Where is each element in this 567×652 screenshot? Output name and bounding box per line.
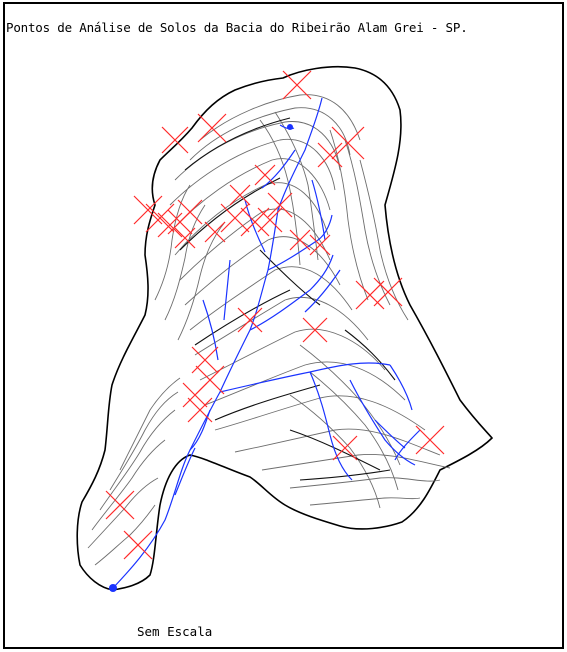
sample-point-marker — [229, 184, 251, 206]
sample-point-marker — [240, 207, 270, 237]
sample-points — [105, 70, 445, 560]
sample-point-marker — [161, 126, 189, 154]
sample-point-marker — [182, 382, 208, 408]
sample-point-marker — [267, 192, 293, 218]
sample-point-marker — [302, 317, 328, 343]
sample-point-marker — [289, 229, 311, 251]
sample-point-marker — [157, 212, 183, 238]
outlet-marker — [109, 584, 117, 592]
sample-point-marker — [415, 425, 445, 455]
sample-point-marker — [174, 227, 196, 249]
sample-point-marker — [133, 195, 163, 225]
headwater-marker — [287, 124, 293, 130]
sample-point-marker — [197, 113, 227, 143]
sample-point-marker — [373, 277, 403, 307]
sample-point-marker — [309, 234, 331, 256]
map-title: Pontos de Análise de Solos da Bacia do R… — [6, 20, 468, 35]
sample-point-marker — [177, 199, 203, 225]
sample-point-marker — [282, 70, 312, 100]
scale-note: Sem Escala — [137, 624, 213, 639]
sample-point-marker — [254, 164, 276, 186]
sample-point-marker — [355, 280, 385, 310]
basin-boundary — [76, 65, 494, 591]
sample-point-marker — [332, 435, 358, 461]
sample-point-marker — [145, 203, 175, 233]
sample-point-marker — [257, 207, 283, 233]
sample-point-marker — [317, 142, 343, 168]
index-contours — [179, 117, 396, 481]
sample-point-marker — [237, 307, 263, 333]
sample-point-marker — [105, 490, 135, 520]
sample-point-marker — [220, 203, 250, 233]
map-frame — [3, 2, 564, 649]
sample-point-marker — [187, 397, 213, 423]
sample-point-marker — [204, 221, 226, 243]
drainage-network — [112, 97, 421, 589]
sample-point-marker — [123, 530, 153, 560]
sample-point-marker — [331, 126, 365, 160]
sample-point-marker — [191, 346, 219, 374]
